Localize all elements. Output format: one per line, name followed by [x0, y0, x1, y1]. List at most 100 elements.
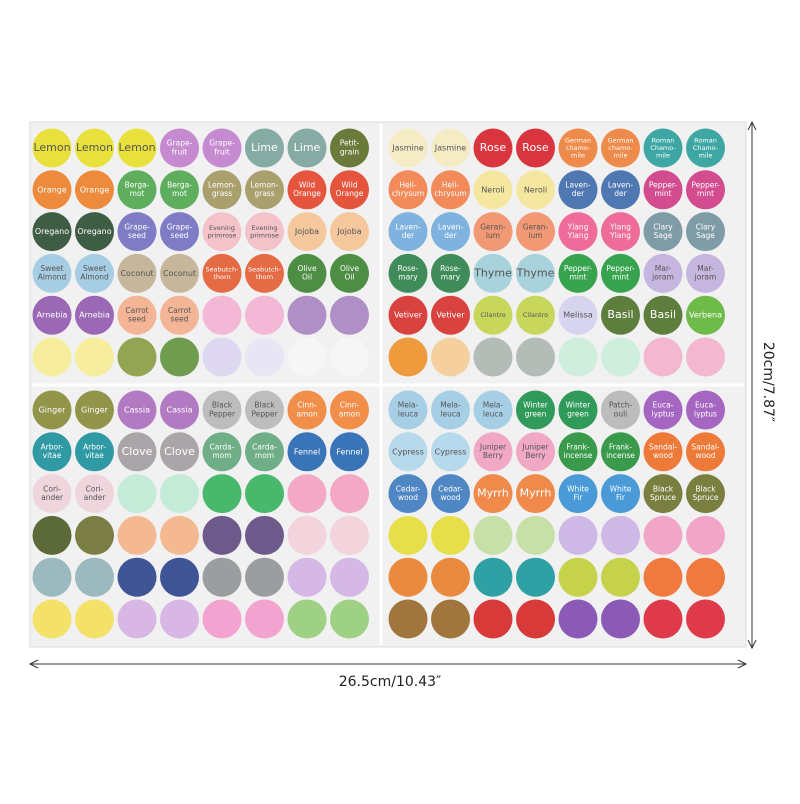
sticker: [686, 557, 725, 597]
sticker: [32, 253, 72, 293]
sticker-label: Patch-: [609, 401, 633, 410]
sticker-label: Grape-: [167, 139, 193, 148]
sticker: [330, 170, 369, 210]
sticker-label: Heli-: [442, 180, 459, 189]
sticker-label: Evening: [209, 224, 235, 232]
sticker: [686, 170, 725, 210]
sticker: [330, 295, 369, 335]
sticker: [686, 128, 725, 168]
sticker-label: der: [572, 189, 585, 198]
sticker: [388, 432, 428, 472]
sticker-label: Mar-: [655, 264, 672, 273]
sticker: [117, 390, 157, 430]
sticker-label: der: [444, 231, 457, 240]
sticker-label: Black: [212, 401, 233, 410]
sticker-label: Chamo-: [650, 144, 676, 152]
sticker-label: Carrot: [125, 306, 148, 315]
sticker: [32, 390, 72, 430]
sticker: [202, 295, 242, 335]
sticker-label: Cedar-: [396, 484, 421, 493]
sticker: [473, 599, 513, 639]
sticker-label: Pepper-: [691, 180, 720, 189]
sticker-label: Black: [653, 484, 674, 493]
sticker: [516, 170, 555, 210]
sticker: [643, 212, 683, 252]
sticker: [686, 337, 725, 377]
sticker: [388, 557, 428, 597]
sticker: [516, 390, 555, 430]
sticker-label: Ginger: [39, 406, 66, 415]
sticker-label: Mela-: [440, 401, 461, 410]
sticker-label: leuca: [440, 409, 460, 418]
sticker-label: Cori-: [86, 484, 104, 493]
sticker: [558, 337, 598, 377]
sticker: [160, 515, 199, 555]
sticker-label: lyptus: [694, 409, 717, 418]
sticker: [330, 337, 369, 377]
sticker: [686, 253, 725, 293]
sticker-label: Cinn-: [297, 401, 317, 410]
sticker-label: wood: [695, 451, 715, 460]
sticker-label: primrose: [208, 231, 237, 239]
sticker-label: Fennel: [294, 447, 320, 456]
sticker-label: green: [567, 409, 589, 418]
sticker: [117, 337, 157, 377]
sticker: [516, 474, 555, 514]
sticker: [32, 432, 72, 472]
sticker-label: leuca: [483, 409, 503, 418]
sticker: [473, 557, 513, 597]
sticker-label: seed: [128, 315, 146, 324]
sticker: [431, 432, 470, 472]
sticker-label: Orange: [293, 189, 321, 198]
sticker-label: Olive: [297, 264, 317, 273]
sticker-label: Petit-: [340, 139, 360, 148]
sticker: [516, 128, 555, 168]
sticker: [117, 212, 157, 252]
sticker: [516, 295, 555, 335]
sticker-label: Fir: [574, 493, 584, 502]
sticker: [160, 128, 199, 168]
sticker-label: Sage: [696, 231, 715, 240]
sticker: [287, 337, 327, 377]
sticker: [643, 337, 683, 377]
sticker: [160, 557, 199, 597]
sticker-label: Basil: [607, 308, 633, 321]
sticker-label: Lemon: [118, 141, 155, 154]
sticker: [686, 295, 725, 335]
sticker: [287, 390, 327, 430]
sticker-label: Grape-: [124, 222, 150, 231]
sticker-label: Ylang: [609, 231, 631, 240]
sticker-label: seed: [171, 231, 189, 240]
sticker-label: seed: [128, 231, 146, 240]
sticker-label: Coconut: [120, 269, 153, 278]
sticker-label: Cypress: [435, 447, 467, 456]
sticker-label: Roman: [694, 137, 717, 145]
sticker-label: Juniper: [479, 442, 507, 451]
sticker: [75, 515, 114, 555]
sticker: [245, 128, 284, 168]
sticker-label: Oregano: [77, 227, 111, 236]
sticker: [117, 170, 157, 210]
sticker: [330, 212, 369, 252]
sticker-label: Rose-: [440, 264, 461, 273]
sticker: [202, 170, 242, 210]
sticker: [558, 253, 598, 293]
sticker-label: German: [565, 137, 591, 145]
sticker: [117, 474, 157, 514]
sticker-label: Sandal-: [691, 442, 720, 451]
sticker-label: Pepper-: [606, 264, 635, 273]
sticker-label: leuca: [398, 409, 418, 418]
sticker: [643, 253, 683, 293]
sticker-label: primrose: [250, 231, 279, 239]
sticker-label: Lime: [251, 141, 278, 154]
sticker: [686, 432, 725, 472]
sticker: [32, 337, 72, 377]
sticker-label: Sweet: [83, 264, 106, 273]
sticker: [245, 212, 284, 252]
sticker: [473, 295, 513, 335]
sticker: [388, 599, 428, 639]
sticker: [245, 432, 284, 472]
sticker-label: Rose: [480, 141, 507, 154]
sticker: [75, 432, 114, 472]
